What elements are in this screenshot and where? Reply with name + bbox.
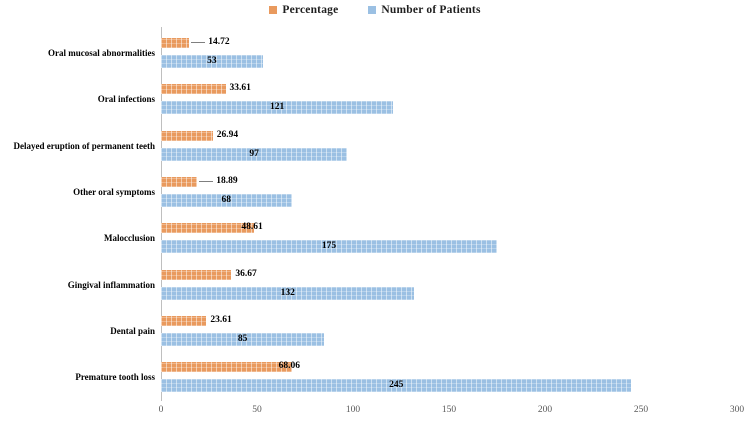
patients-data-label: 175 [321, 241, 337, 252]
patients-data-label: 85 [237, 333, 248, 344]
percentage-data-label: 26.94 [216, 129, 239, 140]
patients-data-label: 132 [280, 287, 295, 298]
bar-percentage [161, 84, 226, 95]
x-axis-tick-label: 100 [345, 405, 361, 415]
bar-percentage [161, 130, 213, 141]
bar-number-of-patients [161, 379, 632, 393]
legend-swatch-icon [368, 6, 377, 14]
x-axis-tick-label: 50 [252, 405, 262, 415]
patients-data-label: 245 [389, 380, 404, 391]
data-label-leader-line [191, 42, 206, 43]
percentage-data-label: 36.67 [235, 268, 257, 279]
patients-data-label: 121 [270, 102, 285, 113]
legend-item: Number of Patients [368, 4, 480, 16]
legend-item: Percentage [269, 4, 338, 16]
category-label: Dental pain [110, 325, 155, 336]
legend: Percentage Number of Patients [0, 4, 750, 16]
percentage-data-label: 18.89 [216, 175, 238, 186]
percentage-data-label: 68.06 [278, 361, 301, 372]
bar-percentage [161, 269, 232, 280]
bar-percentage [161, 38, 190, 48]
bar-percentage [161, 223, 255, 234]
x-axis-tick-label: 200 [537, 405, 553, 415]
category-label: Oral mucosal abnormalities [48, 48, 155, 58]
bar-percentage [161, 362, 292, 373]
patients-data-label: 68 [221, 194, 232, 205]
percentage-data-label: 33.61 [229, 83, 251, 94]
bar-number-of-patients [161, 147, 348, 161]
percentage-data-label: 23.61 [210, 314, 232, 325]
bar-percentage [161, 315, 207, 326]
bar-number-of-patients [161, 101, 394, 115]
bar-number-of-patients [161, 332, 325, 346]
data-label-leader-line [199, 180, 214, 182]
percentage-data-label: 14.72 [208, 37, 230, 47]
x-axis-tick-label: 150 [441, 405, 457, 415]
patients-data-label: 53 [207, 56, 217, 66]
bar-number-of-patients [161, 193, 292, 207]
category-label: Gingival inflammation [67, 279, 155, 290]
bar-number-of-patients [161, 240, 497, 254]
y-axis-line [161, 27, 162, 401]
percentage-data-label: 48.61 [241, 222, 263, 233]
legend-swatch-icon [269, 6, 278, 14]
legend-label: Percentage [282, 4, 339, 16]
category-label: Oral infections [97, 94, 155, 105]
x-axis-tick-label: 250 [633, 405, 649, 415]
category-label: Delayed eruption of permanent teeth [13, 140, 155, 151]
bar-percentage [161, 176, 198, 187]
bar-number-of-patients [161, 286, 415, 300]
x-axis-tick-label: 300 [729, 405, 745, 415]
legend-label: Number of Patients [381, 4, 481, 16]
patients-data-label: 97 [249, 148, 259, 159]
bar-number-of-patients [161, 55, 263, 68]
category-label: Other oral symptoms [73, 186, 155, 197]
category-label: Premature tooth loss [75, 372, 155, 383]
x-axis-tick-label: 0 [158, 405, 164, 415]
category-label: Malocclusion [104, 233, 155, 244]
